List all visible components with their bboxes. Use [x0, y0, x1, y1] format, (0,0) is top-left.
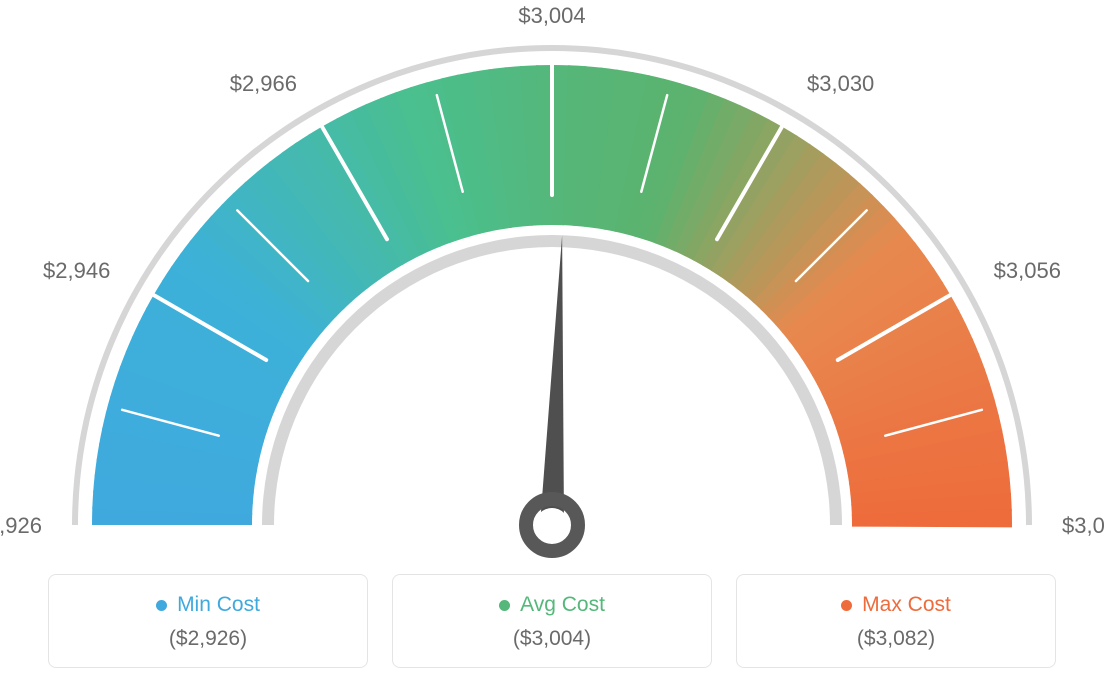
legend-max-value: ($3,082): [747, 627, 1045, 651]
gauge-scale-label: $3,030: [807, 71, 874, 97]
gauge-svg: [32, 25, 1072, 565]
gauge-scale-label: $2,946: [30, 258, 110, 284]
gauge-scale-label: $3,082: [1062, 513, 1104, 539]
legend-min-value: ($2,926): [59, 627, 357, 651]
legend-row: Min Cost ($2,926) Avg Cost ($3,004) Max …: [48, 574, 1056, 668]
legend-card-avg: Avg Cost ($3,004): [392, 574, 712, 668]
legend-avg-value: ($3,004): [403, 627, 701, 651]
gauge-chart: $2,926$2,946$2,966$3,004$3,030$3,056$3,0…: [32, 25, 1072, 545]
max-dot-icon: [841, 600, 852, 611]
gauge-scale-label: $2,966: [217, 71, 297, 97]
legend-avg-label: Avg Cost: [520, 593, 605, 617]
gauge-scale-label: $3,004: [512, 3, 592, 29]
legend-min-label: Min Cost: [177, 593, 260, 617]
legend-min-header: Min Cost: [59, 593, 357, 617]
legend-card-min: Min Cost ($2,926): [48, 574, 368, 668]
legend-max-header: Max Cost: [747, 593, 1045, 617]
legend-card-max: Max Cost ($3,082): [736, 574, 1056, 668]
gauge-scale-label: $3,056: [994, 258, 1061, 284]
gauge-scale-label: $2,926: [0, 513, 42, 539]
avg-dot-icon: [499, 600, 510, 611]
legend-max-label: Max Cost: [862, 593, 951, 617]
min-dot-icon: [156, 600, 167, 611]
legend-avg-header: Avg Cost: [403, 593, 701, 617]
